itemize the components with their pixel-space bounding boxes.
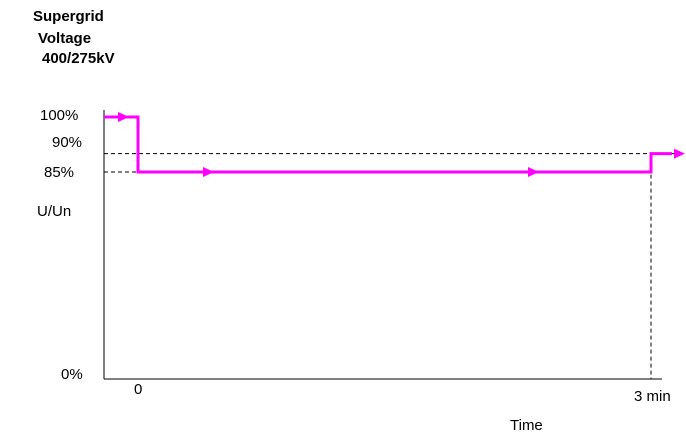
voltage-profile-line [104, 115, 672, 174]
y-axis-label: U/Un [37, 203, 72, 220]
arrow-85-left [203, 167, 214, 177]
arrow-90-end [674, 148, 685, 159]
arrow-85-right [528, 167, 539, 177]
x-tick-0: 0 [134, 381, 143, 398]
chart-title-line-1: Supergrid [33, 8, 104, 25]
axes [103, 110, 662, 380]
reference-lines [104, 153, 682, 379]
arrow-100 [118, 112, 129, 122]
series [104, 112, 685, 177]
y-tick-100: 100% [40, 107, 79, 124]
x-tick-3min: 3 min [634, 388, 671, 405]
y-tick-90: 90% [52, 134, 83, 151]
chart-title-line-3: 400/275kV [42, 50, 115, 67]
chart-title-line-2: Voltage [38, 30, 92, 47]
x-axis-label: Time [510, 417, 543, 434]
y-tick-85: 85% [44, 164, 75, 181]
y-tick-0: 0% [61, 366, 83, 383]
